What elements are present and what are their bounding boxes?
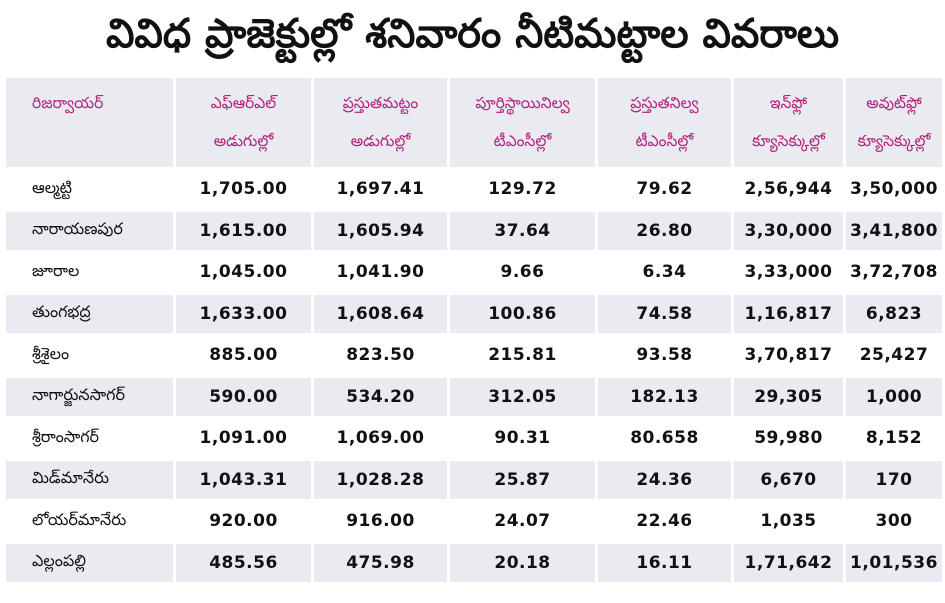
- outflow-value: 300: [846, 502, 942, 544]
- full-storage-value: 9.66: [450, 253, 598, 295]
- frl-value: 1,045.00: [176, 253, 314, 295]
- header-outflow: అవుట్‌ఫ్లో క్యూసెక్కుల్లో: [846, 78, 942, 170]
- full-storage-value: 215.81: [450, 336, 598, 378]
- reservoir-name: జూరాల: [6, 253, 176, 295]
- reservoir-name: నారాయణపుర: [6, 211, 176, 253]
- frl-value: 1,705.00: [176, 170, 314, 212]
- reservoir-name: మిడ్‌మానేరు: [6, 460, 176, 502]
- current-storage-value: 24.36: [598, 460, 734, 502]
- current-storage-value: 74.58: [598, 294, 734, 336]
- inflow-value: 3,33,000: [734, 253, 846, 295]
- outflow-value: 1,01,536: [846, 543, 942, 585]
- current-storage-value: 16.11: [598, 543, 734, 585]
- table-row: మిడ్‌మానేరు 1,043.31 1,028.28 25.87 24.36 6,6…: [6, 460, 942, 502]
- table-row: జూరాల 1,045.00 1,041.90 9.66 6.34 3,33,000 3,7…: [6, 253, 942, 295]
- full-storage-value: 25.87: [450, 460, 598, 502]
- header-reservoir: రిజర్వాయర్: [6, 78, 176, 170]
- current-level-value: 1,028.28: [314, 460, 450, 502]
- current-level-value: 1,697.41: [314, 170, 450, 212]
- inflow-value: 29,305: [734, 377, 846, 419]
- frl-value: 1,633.00: [176, 294, 314, 336]
- frl-value: 1,091.00: [176, 419, 314, 461]
- table-row: ఆల్మట్టి 1,705.00 1,697.41 129.72 79.62 2,56,…: [6, 170, 942, 212]
- frl-value: 1,615.00: [176, 211, 314, 253]
- table-row: తుంగభద్ర 1,633.00 1,608.64 100.86 74.58 1,16,…: [6, 294, 942, 336]
- current-level-value: 1,069.00: [314, 419, 450, 461]
- current-storage-value: 80.658: [598, 419, 734, 461]
- full-storage-value: 24.07: [450, 502, 598, 544]
- current-level-value: 534.20: [314, 377, 450, 419]
- full-storage-value: 129.72: [450, 170, 598, 212]
- header-current-level: ప్రస్తుతమట్టం అడుగుల్లో: [314, 78, 450, 170]
- inflow-value: 1,16,817: [734, 294, 846, 336]
- outflow-value: 6,823: [846, 294, 942, 336]
- inflow-value: 2,56,944: [734, 170, 846, 212]
- frl-value: 885.00: [176, 336, 314, 378]
- table-row: నాగార్జునసాగర్ 590.00 534.20 312.05 182.13 29…: [6, 377, 942, 419]
- frl-value: 590.00: [176, 377, 314, 419]
- current-storage-value: 93.58: [598, 336, 734, 378]
- current-storage-value: 6.34: [598, 253, 734, 295]
- current-level-value: 1,608.64: [314, 294, 450, 336]
- frl-value: 485.56: [176, 543, 314, 585]
- reservoir-table: రిజర్వాయర్ ఎఫ్ఆర్ఎల్ అడుగుల్లో ప్రస్తుతమట…: [6, 78, 942, 585]
- current-storage-value: 26.80: [598, 211, 734, 253]
- reservoir-name: శ్రీరాంసాగర్: [6, 419, 176, 461]
- inflow-value: 6,670: [734, 460, 846, 502]
- reservoir-name: శ్రీశైలం: [6, 336, 176, 378]
- inflow-value: 1,71,642: [734, 543, 846, 585]
- inflow-value: 59,980: [734, 419, 846, 461]
- table-row: నారాయణపుర 1,615.00 1,605.94 37.64 26.80 3,30,…: [6, 211, 942, 253]
- inflow-value: 3,30,000: [734, 211, 846, 253]
- header-current-storage: ప్రస్తుతనిల్వ టీఎంసీల్లో: [598, 78, 734, 170]
- current-level-value: 1,041.90: [314, 253, 450, 295]
- current-level-value: 823.50: [314, 336, 450, 378]
- outflow-value: 8,152: [846, 419, 942, 461]
- current-level-value: 475.98: [314, 543, 450, 585]
- header-frl: ఎఫ్ఆర్ఎల్ అడుగుల్లో: [176, 78, 314, 170]
- current-level-value: 1,605.94: [314, 211, 450, 253]
- current-storage-value: 182.13: [598, 377, 734, 419]
- outflow-value: 3,41,800: [846, 211, 942, 253]
- reservoir-name: ఆల్మట్టి: [6, 170, 176, 212]
- frl-value: 1,043.31: [176, 460, 314, 502]
- full-storage-value: 37.64: [450, 211, 598, 253]
- inflow-value: 3,70,817: [734, 336, 846, 378]
- header-row: రిజర్వాయర్ ఎఫ్ఆర్ఎల్ అడుగుల్లో ప్రస్తుతమట…: [6, 78, 942, 170]
- frl-value: 920.00: [176, 502, 314, 544]
- header-inflow: ఇన్‌ఫ్లో క్యూసెక్కుల్లో: [734, 78, 846, 170]
- current-level-value: 916.00: [314, 502, 450, 544]
- outflow-value: 3,50,000: [846, 170, 942, 212]
- full-storage-value: 90.31: [450, 419, 598, 461]
- reservoir-name: ఎల్లంపల్లి: [6, 543, 176, 585]
- table-row: లోయర్‌మానేరు 920.00 916.00 24.07 22.46 1,035 3…: [6, 502, 942, 544]
- current-storage-value: 22.46: [598, 502, 734, 544]
- page-title: వివిధ ప్రాజెక్టుల్లో శనివారం నీటిమట్టాల …: [0, 0, 945, 78]
- inflow-value: 1,035: [734, 502, 846, 544]
- outflow-value: 170: [846, 460, 942, 502]
- reservoir-name: నాగార్జునసాగర్: [6, 377, 176, 419]
- outflow-value: 3,72,708: [846, 253, 942, 295]
- table-row: శ్రీశైలం 885.00 823.50 215.81 93.58 3,70,817 2…: [6, 336, 942, 378]
- reservoir-name: తుంగభద్ర: [6, 294, 176, 336]
- full-storage-value: 312.05: [450, 377, 598, 419]
- outflow-value: 1,000: [846, 377, 942, 419]
- table-row: శ్రీరాంసాగర్ 1,091.00 1,069.00 90.31 80.658 5…: [6, 419, 942, 461]
- current-storage-value: 79.62: [598, 170, 734, 212]
- table-row: ఎల్లంపల్లి 485.56 475.98 20.18 16.11 1,71,642…: [6, 543, 942, 585]
- header-full-storage: పూర్తిస్థాయినిల్వ టీఎంసీల్లో: [450, 78, 598, 170]
- full-storage-value: 20.18: [450, 543, 598, 585]
- reservoir-name: లోయర్‌మానేరు: [6, 502, 176, 544]
- outflow-value: 25,427: [846, 336, 942, 378]
- full-storage-value: 100.86: [450, 294, 598, 336]
